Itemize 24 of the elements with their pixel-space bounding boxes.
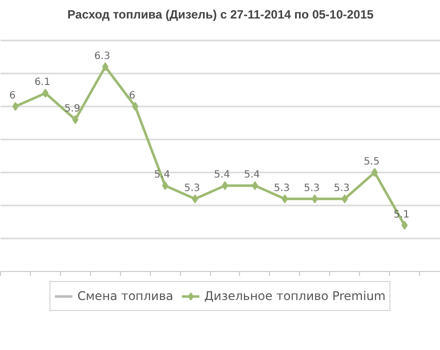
- point: [252, 181, 258, 190]
- data-label: 6.1: [34, 77, 50, 88]
- point: [162, 181, 168, 190]
- data-label: 5.3: [304, 182, 320, 194]
- data-label: 5.3: [334, 182, 350, 194]
- point: [282, 194, 288, 204]
- point: [222, 181, 228, 190]
- chart-title: Расход топлива (Дизель) с 27-11-2014 по 05-10-2015: [67, 8, 374, 22]
- data-label: 5.5: [364, 156, 380, 168]
- point: [371, 168, 378, 177]
- data-label: 5.3: [274, 182, 290, 194]
- data-label: 5.3: [184, 182, 200, 194]
- data-label: 5.4: [244, 170, 260, 181]
- data-label: 5.9: [64, 104, 80, 115]
- point: [401, 220, 408, 230]
- point: [12, 102, 19, 111]
- data-label: 6: [129, 90, 136, 102]
- data-label: 6: [9, 90, 16, 102]
- legend-label: Дизельное топливо Premium: [204, 289, 386, 303]
- legend-label: Смена топлива: [77, 289, 174, 303]
- data-label: 6.3: [94, 50, 110, 62]
- data-label: 5.4: [214, 170, 230, 181]
- point: [42, 88, 49, 98]
- point: [192, 194, 198, 204]
